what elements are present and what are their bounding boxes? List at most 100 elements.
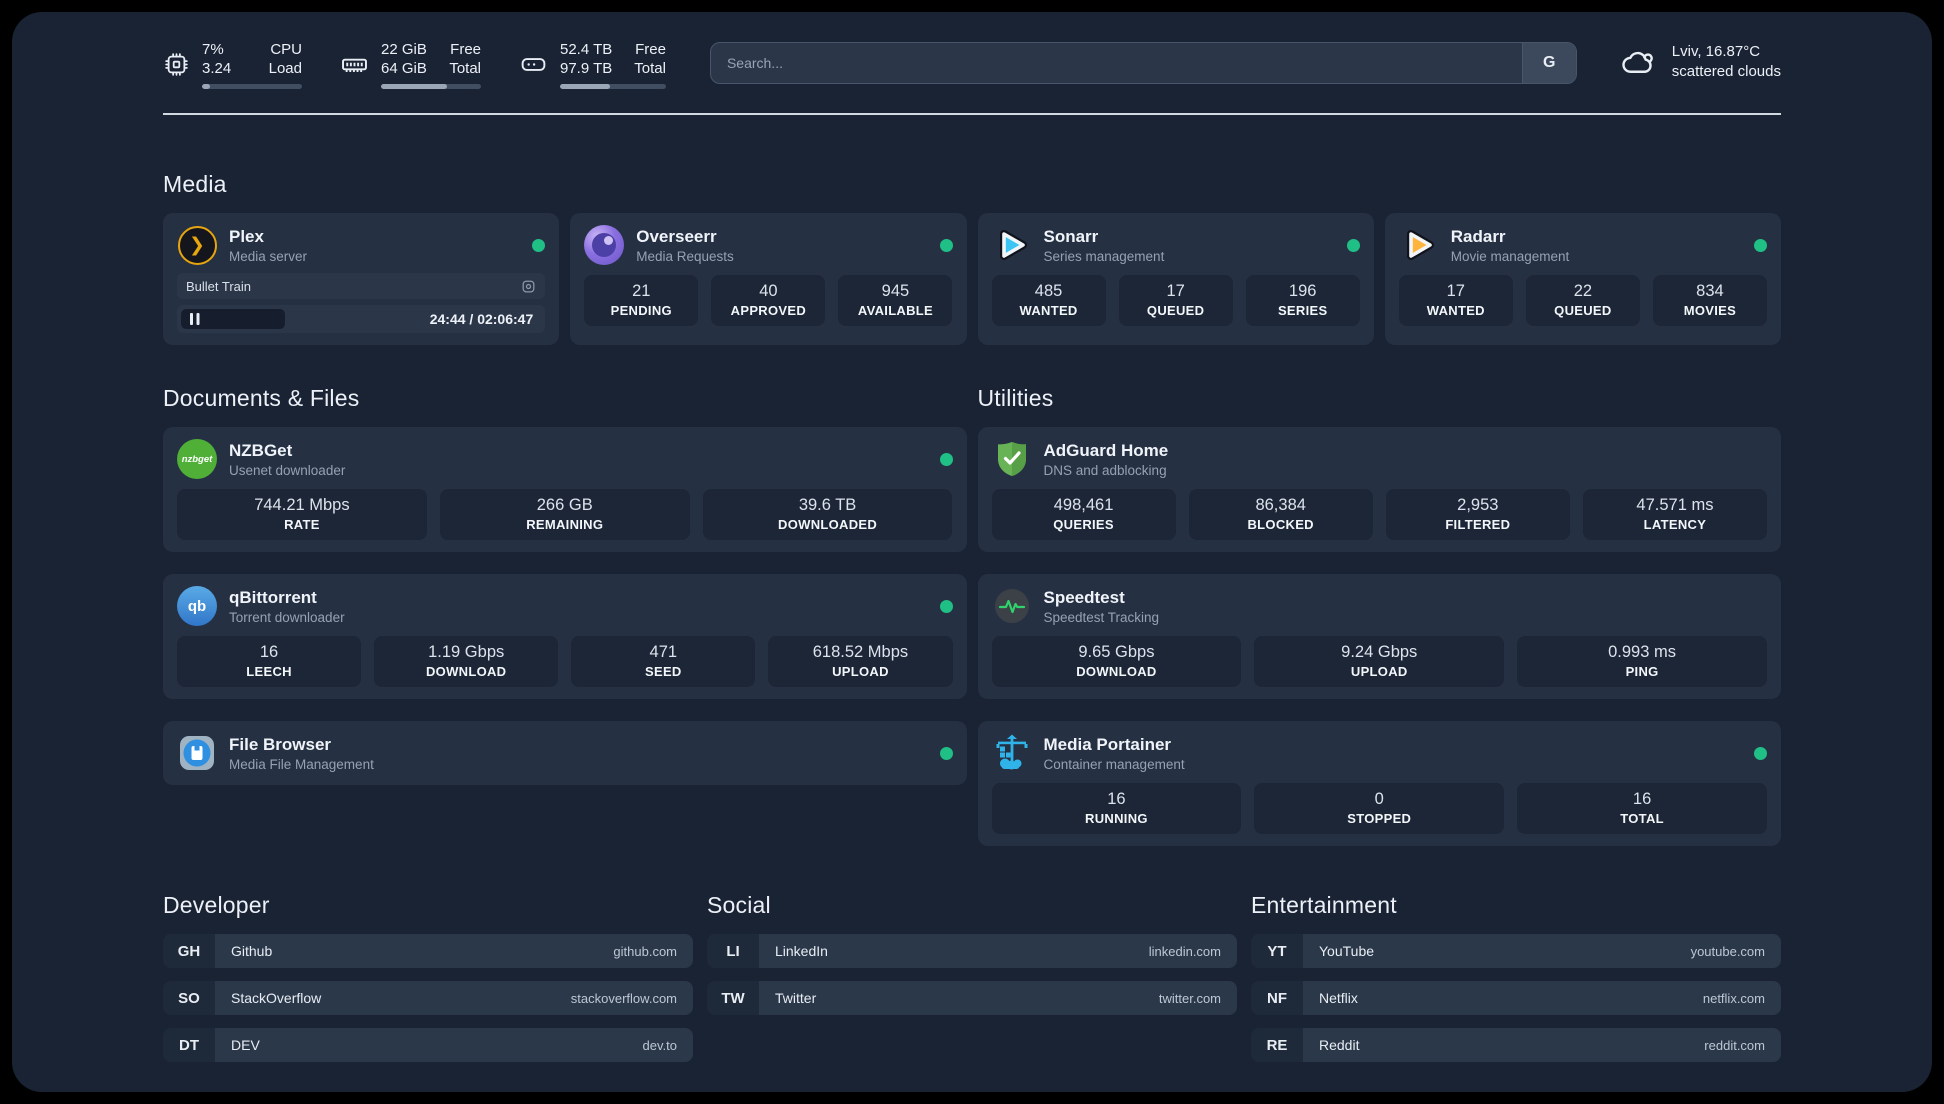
online-status-dot xyxy=(939,746,953,760)
stat-tiles: 485 WANTED 17 QUEUED 196 SERIES xyxy=(991,275,1360,326)
stat-tile-pending: 21 PENDING xyxy=(584,275,699,326)
speedtest-icon xyxy=(992,586,1032,626)
stat-tile-movies: 834 MOVIES xyxy=(1652,275,1767,326)
app-description: DNS and adblocking xyxy=(1043,462,1167,478)
stat-value: 22 xyxy=(1573,282,1593,300)
bookmark-url: netflix.com xyxy=(1702,990,1765,1006)
plex-icon: ❯ xyxy=(177,225,217,265)
radarr-icon xyxy=(1399,225,1439,265)
now-playing-row: Bullet Train xyxy=(177,273,546,299)
ram-stat: 22 GiB 64 GiB Free Total xyxy=(340,40,481,89)
bookmark-netflix[interactable]: NF Netflix netflix.com xyxy=(1251,981,1781,1015)
card-nzbget[interactable]: nzbget NZBGet Usenet downloader 744.21 Mbps… xyxy=(163,427,967,552)
portainer-icon xyxy=(992,733,1032,773)
nzbget-icon: nzbget xyxy=(177,439,217,479)
stat-label: QUEUED xyxy=(1146,303,1205,318)
stat-tiles: 21 PENDING 40 APPROVED 945 AVAILABLE xyxy=(584,275,953,326)
stat-tile-upload: 9.24 Gbps UPLOAD xyxy=(1254,636,1505,687)
stat-value: 86,384 xyxy=(1255,496,1306,514)
app-name: Speedtest xyxy=(1043,587,1125,607)
documents-card-stack: nzbget NZBGet Usenet downloader 744.21 Mbps… xyxy=(163,427,967,785)
bookmark-stackoverflow[interactable]: SO StackOverflow stackoverflow.com xyxy=(163,981,693,1015)
online-status-dot xyxy=(939,599,953,613)
card-sonarr[interactable]: Sonarr Series management 485 WANTED 17 QUEUED… xyxy=(977,213,1374,345)
stat-tile-remaining: 266 GB REMAINING xyxy=(439,489,690,540)
online-status-dot xyxy=(939,452,953,466)
stat-label: PING xyxy=(1625,664,1659,679)
session-icon[interactable] xyxy=(521,279,536,294)
bookmark-dev[interactable]: DT DEV dev.to xyxy=(163,1028,693,1062)
stat-tile-wanted: 485 WANTED xyxy=(991,275,1106,326)
stat-tile-running: 16 RUNNING xyxy=(991,783,1242,834)
weather-widget: Lviv, 16.87°C scattered clouds xyxy=(1617,42,1781,82)
stat-value: 485 xyxy=(1034,282,1063,300)
bookmark-group-title: Social xyxy=(707,892,771,918)
app-description: Usenet downloader xyxy=(229,462,346,478)
utilities-card-stack: AdGuard Home DNS and adblocking 498,461 QUE… xyxy=(977,427,1781,846)
stat-value: 266 GB xyxy=(536,496,593,514)
ram-progress-bar xyxy=(381,84,481,89)
bookmark-youtube[interactable]: YT YouTube youtube.com xyxy=(1251,934,1781,968)
search-input[interactable] xyxy=(709,42,1577,84)
bookmark-name: Twitter xyxy=(775,990,817,1006)
stat-value: 40 xyxy=(759,282,778,300)
bookmark-url: github.com xyxy=(613,943,677,959)
adguard-icon xyxy=(992,439,1032,479)
app-name: Media Portainer xyxy=(1043,734,1172,754)
online-status-dot xyxy=(532,238,546,252)
app-description: Media server xyxy=(229,248,308,264)
bookmark-url: dev.to xyxy=(642,1037,677,1053)
card-plex[interactable]: ❯ Plex Media server Bullet Train 24:44 / 02:… xyxy=(163,213,560,345)
cpu-label: CPU xyxy=(270,41,302,58)
stat-tile-wanted: 17 WANTED xyxy=(1398,275,1513,326)
stat-label: WANTED xyxy=(1426,303,1485,318)
bookmark-url: linkedin.com xyxy=(1148,943,1221,959)
stat-value: 17 xyxy=(1446,282,1465,300)
stat-tile-latency: 47.571 ms LATENCY xyxy=(1582,489,1767,540)
bookmark-github[interactable]: GH Github github.com xyxy=(163,934,693,968)
card-qbittorrent[interactable]: qb qBittorrent Torrent downloader 16 LEECH 1.… xyxy=(163,574,967,699)
stat-tile-seed: 471 SEED xyxy=(571,636,756,687)
playback-progress-row: 24:44 / 02:06:47 xyxy=(177,305,546,333)
stat-value: 9.65 Gbps xyxy=(1078,643,1155,661)
card-overseerr[interactable]: Overseerr Media Requests 21 PENDING 40 APPROV… xyxy=(570,213,967,345)
stat-label: AVAILABLE xyxy=(857,303,934,318)
online-status-dot xyxy=(1754,238,1767,252)
bookmark-abbr: TW xyxy=(707,981,759,1015)
section-utilities: Utilities AdGuard Home DNS and adblocking… xyxy=(977,385,1781,846)
card-file-browser[interactable]: File Browser Media File Management xyxy=(163,721,967,785)
stat-tile-queued: 22 QUEUED xyxy=(1525,275,1640,326)
search-bar: G xyxy=(709,42,1577,84)
app-name: qBittorrent xyxy=(229,587,317,607)
card-adguard-home[interactable]: AdGuard Home DNS and adblocking 498,461 QUE… xyxy=(977,427,1781,552)
stat-value: 21 xyxy=(632,282,651,300)
disk-free: 52.4 TB xyxy=(560,41,613,58)
stat-value: 17 xyxy=(1166,282,1185,300)
card-radarr[interactable]: Radarr Movie management 17 WANTED 22 QUEUED 83… xyxy=(1384,213,1781,345)
stat-label: WANTED xyxy=(1019,303,1078,318)
bookmark-linkedin[interactable]: LI LinkedIn linkedin.com xyxy=(707,934,1237,968)
stat-label: DOWNLOAD xyxy=(1076,664,1157,679)
card-media-portainer[interactable]: Media Portainer Container management 16 RUN… xyxy=(977,721,1781,846)
pause-button[interactable] xyxy=(181,309,286,329)
overseerr-icon xyxy=(584,225,625,265)
documents-section-title: Documents & Files xyxy=(163,385,360,411)
load-label: Load xyxy=(268,60,302,77)
stat-tile-blocked: 86,384 BLOCKED xyxy=(1188,489,1373,540)
bookmark-group-title: Developer xyxy=(163,892,270,918)
stat-label: STOPPED xyxy=(1347,811,1412,826)
bookmark-reddit[interactable]: RE Reddit reddit.com xyxy=(1251,1028,1781,1062)
card-speedtest[interactable]: Speedtest Speedtest Tracking 9.65 Gbps DOWN… xyxy=(977,574,1781,699)
google-search-button[interactable]: G xyxy=(1521,43,1576,83)
stat-tiles: 744.21 Mbps RATE 266 GB REMAINING 39.6 TB DOW… xyxy=(177,489,953,540)
stat-label: MOVIES xyxy=(1683,303,1737,318)
disk-icon xyxy=(519,50,548,79)
stat-value: 0 xyxy=(1374,790,1384,808)
stat-tile-download: 1.19 Gbps DOWNLOAD xyxy=(374,636,559,687)
bookmark-twitter[interactable]: TW Twitter twitter.com xyxy=(707,981,1237,1015)
stat-tile-stopped: 0 STOPPED xyxy=(1254,783,1505,834)
bookmark-abbr: RE xyxy=(1251,1028,1303,1062)
bookmark-name: Netflix xyxy=(1319,990,1358,1006)
stat-value: 834 xyxy=(1696,282,1724,300)
stat-label: LATENCY xyxy=(1643,517,1707,532)
